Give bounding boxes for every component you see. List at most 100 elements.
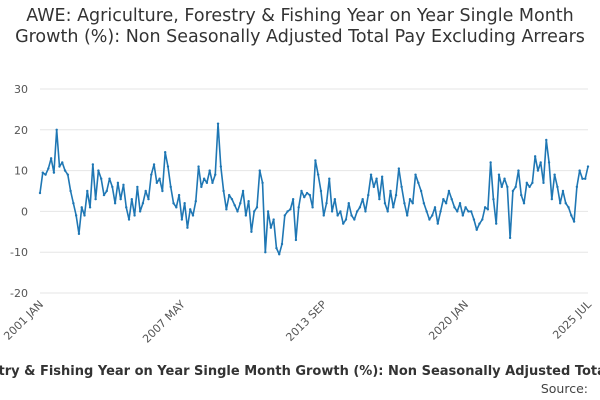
- data-point: [258, 169, 261, 172]
- data-point: [308, 193, 312, 197]
- data-point: [528, 185, 531, 189]
- data-point: [355, 210, 359, 213]
- data-point: [575, 185, 579, 189]
- data-point: [469, 210, 473, 213]
- data-point: [205, 181, 209, 185]
- data-point: [152, 163, 156, 166]
- data-point: [241, 189, 245, 193]
- data-point: [74, 214, 78, 217]
- data-point: [584, 177, 587, 180]
- data-point: [394, 193, 398, 197]
- data-point: [319, 189, 323, 193]
- data-point: [291, 197, 295, 201]
- data-point: [483, 206, 487, 209]
- data-point: [169, 185, 172, 189]
- data-point: [547, 161, 551, 164]
- data-point: [553, 173, 556, 176]
- data-point: [478, 222, 481, 225]
- y-tick-label: 30: [14, 83, 28, 96]
- data-point: [44, 173, 47, 176]
- data-point: [61, 161, 64, 164]
- data-point: [172, 202, 175, 205]
- data-point: [467, 210, 470, 213]
- x-tick-label: 2020 JAN: [426, 298, 471, 343]
- data-point: [378, 197, 381, 201]
- data-point: [49, 157, 53, 160]
- data-point: [250, 230, 253, 233]
- data-point: [567, 206, 570, 209]
- x-tick-label: 2001 JAN: [1, 298, 46, 343]
- data-point: [517, 169, 520, 172]
- data-point: [183, 202, 186, 205]
- data-point: [311, 206, 314, 209]
- data-point: [458, 202, 462, 205]
- data-point: [372, 185, 376, 189]
- data-point: [542, 181, 545, 185]
- data-point: [147, 197, 150, 201]
- x-tick-label: 2025 JUL: [550, 297, 594, 341]
- data-point: [453, 206, 456, 209]
- data-point: [508, 236, 512, 240]
- data-point: [489, 161, 492, 164]
- data-point: [189, 208, 192, 211]
- data-point: [247, 200, 250, 203]
- data-point: [358, 206, 362, 209]
- data-point: [339, 210, 342, 213]
- data-point: [186, 226, 189, 229]
- x-tick-label: 2013 SEP: [283, 298, 329, 344]
- data-point: [144, 189, 147, 193]
- data-point: [572, 220, 576, 223]
- data-point: [481, 218, 484, 221]
- data-point: [80, 206, 83, 209]
- data-point: [138, 210, 142, 213]
- data-point: [119, 197, 122, 201]
- data-point: [450, 197, 453, 201]
- data-point: [202, 177, 206, 180]
- data-point: [361, 197, 364, 201]
- data-point: [422, 202, 426, 205]
- data-point: [239, 202, 242, 205]
- data-point: [428, 218, 431, 221]
- data-point: [417, 181, 420, 185]
- data-point: [180, 218, 184, 221]
- data-point: [380, 175, 384, 178]
- data-point: [389, 189, 392, 193]
- data-point: [447, 189, 451, 193]
- data-point: [531, 181, 534, 185]
- data-point: [127, 218, 131, 221]
- data-point: [280, 242, 284, 246]
- data-point: [133, 214, 136, 217]
- data-point: [214, 173, 217, 176]
- data-point: [511, 189, 515, 193]
- data-point: [163, 151, 167, 154]
- data-point: [464, 206, 467, 209]
- legend[interactable]: AWE: Agriculture, Forestry & Fishing Yea…: [0, 364, 600, 379]
- y-tick-label: 20: [14, 124, 28, 137]
- data-point: [194, 200, 197, 203]
- data-point: [344, 218, 348, 221]
- data-point: [475, 228, 478, 231]
- data-point: [200, 185, 203, 189]
- y-tick-label: -10: [10, 246, 28, 259]
- data-point: [414, 173, 417, 176]
- data-point: [586, 165, 590, 168]
- series-line: [39, 122, 589, 256]
- data-point: [456, 210, 459, 213]
- data-point: [227, 193, 231, 197]
- data-point: [252, 210, 256, 213]
- data-point: [283, 214, 286, 217]
- data-point: [69, 189, 72, 193]
- data-point: [314, 159, 317, 162]
- data-point: [41, 171, 44, 174]
- data-point: [325, 202, 328, 205]
- data-point: [83, 214, 86, 217]
- data-point: [305, 191, 309, 195]
- data-point: [233, 204, 236, 207]
- data-point: [564, 202, 567, 205]
- data-point: [322, 214, 325, 217]
- data-point: [472, 218, 476, 221]
- data-point: [122, 183, 125, 187]
- data-point: [155, 181, 159, 185]
- data-point: [222, 189, 225, 193]
